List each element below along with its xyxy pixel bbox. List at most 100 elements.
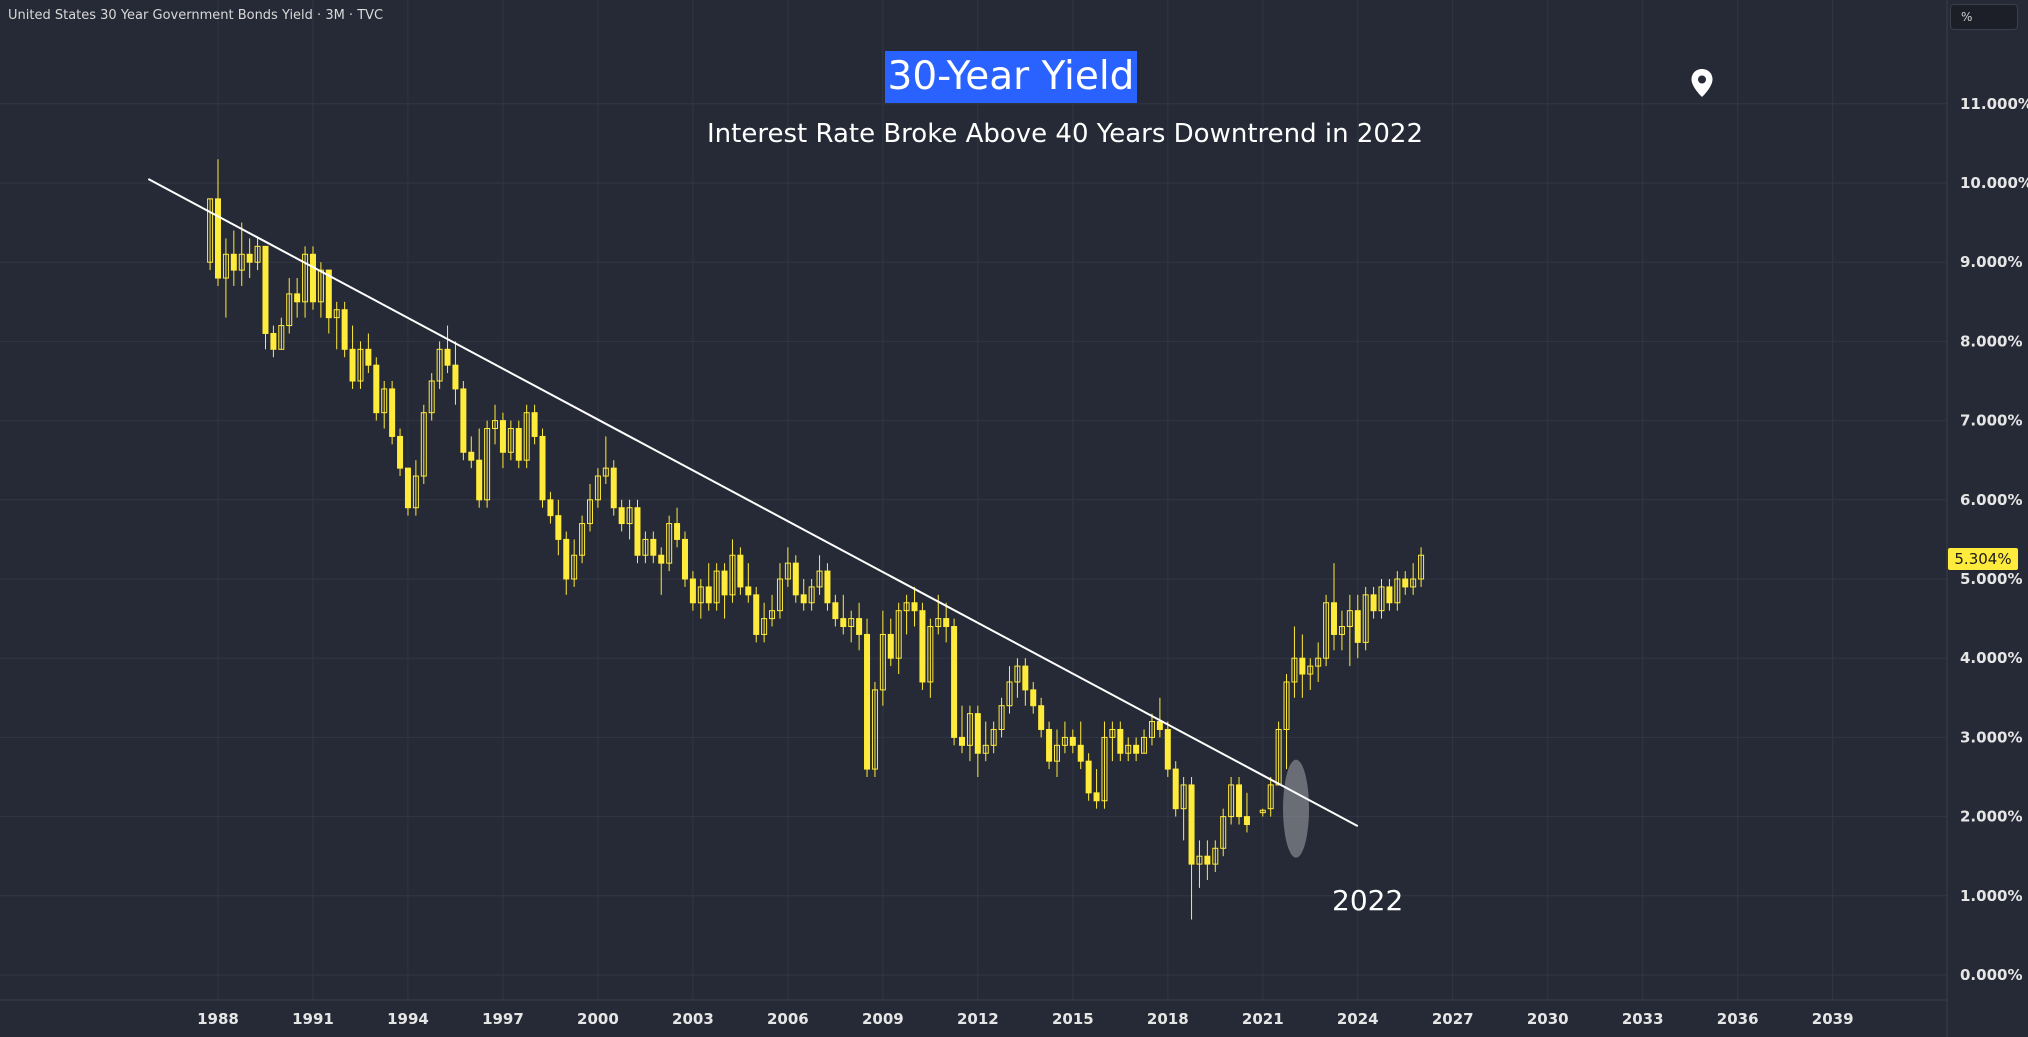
candle (1220, 808, 1227, 857)
candle (1196, 840, 1203, 888)
candle-body-up (1410, 578, 1417, 588)
candle-body-down (681, 538, 688, 580)
candle-body-down (270, 332, 277, 350)
candle-body-down (309, 253, 316, 303)
candle (325, 269, 332, 334)
candle (1267, 777, 1274, 817)
y-tick-label: 1.000% (1960, 887, 2022, 905)
candle (745, 563, 752, 603)
candle (357, 341, 364, 389)
candle (903, 594, 910, 635)
x-tick-label: 2018 (1147, 1010, 1189, 1028)
candle-body-down (1156, 721, 1163, 730)
candle-body-down (215, 198, 221, 279)
candle (484, 420, 491, 508)
candle (1418, 547, 1425, 587)
candle (887, 618, 894, 667)
candle-body-down (674, 523, 681, 540)
last-price-tag: 5.304% (1948, 548, 2018, 570)
candle-body-up (1125, 744, 1132, 754)
candle (911, 586, 918, 627)
candle (966, 705, 973, 762)
y-tick-label: 4.000% (1960, 649, 2022, 667)
candle-body-down (397, 435, 404, 469)
candle (1212, 840, 1219, 873)
candle (1259, 808, 1266, 817)
candle-body-up (1148, 721, 1155, 738)
candle (373, 357, 380, 421)
candle-body-up (713, 570, 720, 604)
candle (270, 325, 277, 358)
candle-body-down (468, 451, 475, 461)
candle (452, 341, 459, 405)
candle-body-down (618, 507, 625, 525)
candle (309, 246, 316, 310)
y-tick-label: 5.000% (1960, 570, 2022, 588)
candle (1331, 563, 1338, 651)
time-axis[interactable]: 1988 1991 1994 1997 2000 2003 2006 2009 2012 2015… (197, 1010, 1853, 1028)
candle-body-down (705, 586, 712, 604)
candle-body-down (1069, 736, 1076, 746)
candle-body-down (365, 348, 372, 366)
candle-body-up (428, 380, 435, 414)
candle (381, 381, 388, 429)
candle (1283, 674, 1290, 770)
candle-body-down (476, 459, 483, 501)
candle (428, 373, 435, 421)
downtrend-line[interactable] (147, 178, 1359, 827)
candle (792, 555, 799, 603)
candle (1243, 792, 1250, 833)
candle-body-down (563, 538, 570, 580)
candle (215, 159, 221, 286)
candle-body-down (499, 420, 506, 453)
candle-body-up (333, 309, 340, 319)
candle-body-up (729, 554, 736, 596)
annotation-2022-label[interactable]: 2022 (1332, 884, 1404, 917)
unit-button[interactable]: % (1950, 4, 2018, 30)
candle (729, 539, 736, 603)
candle (1386, 579, 1393, 611)
location-pin-icon[interactable] (1690, 68, 1714, 102)
candle (302, 246, 309, 318)
candle-body-up (697, 586, 704, 604)
candle-body-down (1331, 602, 1338, 635)
candle (1069, 729, 1076, 754)
candle-body-up (571, 554, 578, 580)
candle-body-up (507, 428, 514, 453)
candle-body-down (911, 602, 918, 612)
price-axis[interactable]: 0.000% 1.000% 2.000% 3.000% 4.000% 5.000% 6.00… (1960, 95, 2028, 984)
candle-body-down (1093, 792, 1100, 802)
candle (816, 555, 823, 595)
candle-body-down (1022, 665, 1029, 691)
candle-body-down (1188, 784, 1195, 865)
x-tick-label: 2036 (1717, 1010, 1759, 1028)
subtitle[interactable]: Interest Rate Broke Above 40 Years Downt… (707, 119, 1424, 149)
candle (634, 499, 641, 564)
candle-body-down (887, 633, 894, 659)
candle (294, 278, 301, 318)
candle-body-down (1172, 768, 1179, 810)
candle-body-up (816, 570, 823, 588)
candle (1172, 761, 1179, 817)
x-tick-label: 2021 (1242, 1010, 1284, 1028)
candle-body-up (982, 744, 989, 754)
main-title[interactable]: 30-Year Yield (885, 51, 1137, 103)
candle (769, 594, 776, 627)
candle-body-up (1315, 657, 1322, 667)
candle-body-up (1109, 728, 1116, 738)
x-tick-label: 2015 (1052, 1010, 1094, 1028)
highlight-ellipse[interactable] (1283, 759, 1310, 858)
candle-body-down (919, 610, 926, 683)
candle (943, 602, 950, 643)
candle-body-down (555, 515, 562, 540)
candle-body-up (808, 586, 815, 604)
candle (871, 681, 878, 777)
candle (333, 301, 340, 350)
candle (674, 507, 681, 548)
candle-body-up (317, 269, 324, 303)
candle-body-up (381, 388, 388, 414)
candle-body-down (951, 626, 958, 738)
candle (262, 245, 269, 350)
candle (412, 460, 419, 516)
